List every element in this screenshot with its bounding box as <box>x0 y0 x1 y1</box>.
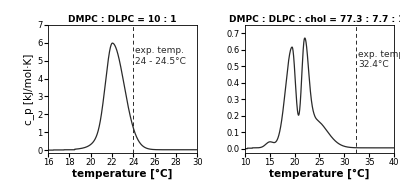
Y-axis label: c_p [kJ/mol·K]: c_p [kJ/mol·K] <box>23 53 34 125</box>
X-axis label: temperature [°C]: temperature [°C] <box>72 169 173 179</box>
X-axis label: temperature [°C]: temperature [°C] <box>269 169 370 179</box>
Title: DMPC : DLPC = 10 : 1: DMPC : DLPC = 10 : 1 <box>68 15 177 24</box>
Text: exp. temp.
24 - 24.5°C: exp. temp. 24 - 24.5°C <box>135 46 186 66</box>
Text: exp. temp.
32.4°C: exp. temp. 32.4°C <box>358 50 400 69</box>
Title: DMPC : DLPC : chol = 77.3 : 7.7 : 15: DMPC : DLPC : chol = 77.3 : 7.7 : 15 <box>228 15 400 24</box>
